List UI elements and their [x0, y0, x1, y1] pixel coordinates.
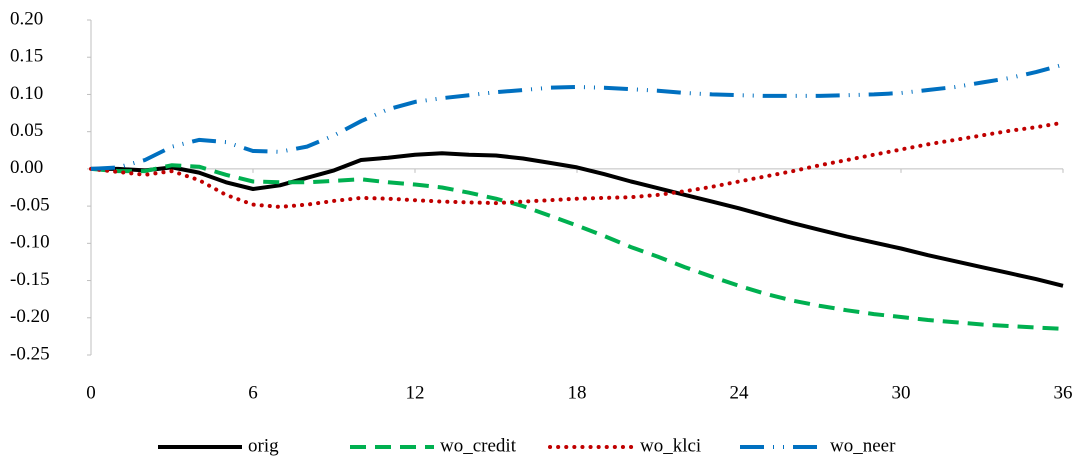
- series-line: [91, 151, 1064, 288]
- y-tick-label: -0.15: [10, 269, 50, 290]
- y-tick-label: 0.00: [10, 157, 43, 178]
- legend-label: orig: [248, 435, 279, 456]
- y-tick-label: 0.20: [10, 8, 43, 29]
- y-tick-label: 0.05: [10, 120, 43, 141]
- y-tick-label: 0.10: [10, 83, 43, 104]
- series-line: [90, 163, 1064, 331]
- legend-label: wo_credit: [440, 435, 517, 456]
- y-tick-label: -0.25: [10, 343, 50, 364]
- legend-label: wo_neer: [830, 435, 896, 456]
- x-tick-label: 24: [730, 382, 750, 403]
- series-line: [90, 62, 1064, 171]
- y-tick-label: -0.10: [10, 232, 50, 253]
- x-tick-label: 36: [1054, 382, 1073, 403]
- y-tick-label: -0.20: [10, 306, 50, 327]
- x-tick-label: 18: [568, 382, 587, 403]
- legend-label: wo_klci: [640, 435, 701, 456]
- y-tick-label: 0.15: [10, 46, 43, 67]
- y-tick-label: -0.05: [10, 194, 50, 215]
- x-tick-label: 30: [892, 382, 911, 403]
- x-tick-label: 12: [406, 382, 425, 403]
- x-tick-label: 6: [248, 382, 258, 403]
- x-tick-label: 0: [86, 382, 96, 403]
- series-line: [89, 120, 1065, 209]
